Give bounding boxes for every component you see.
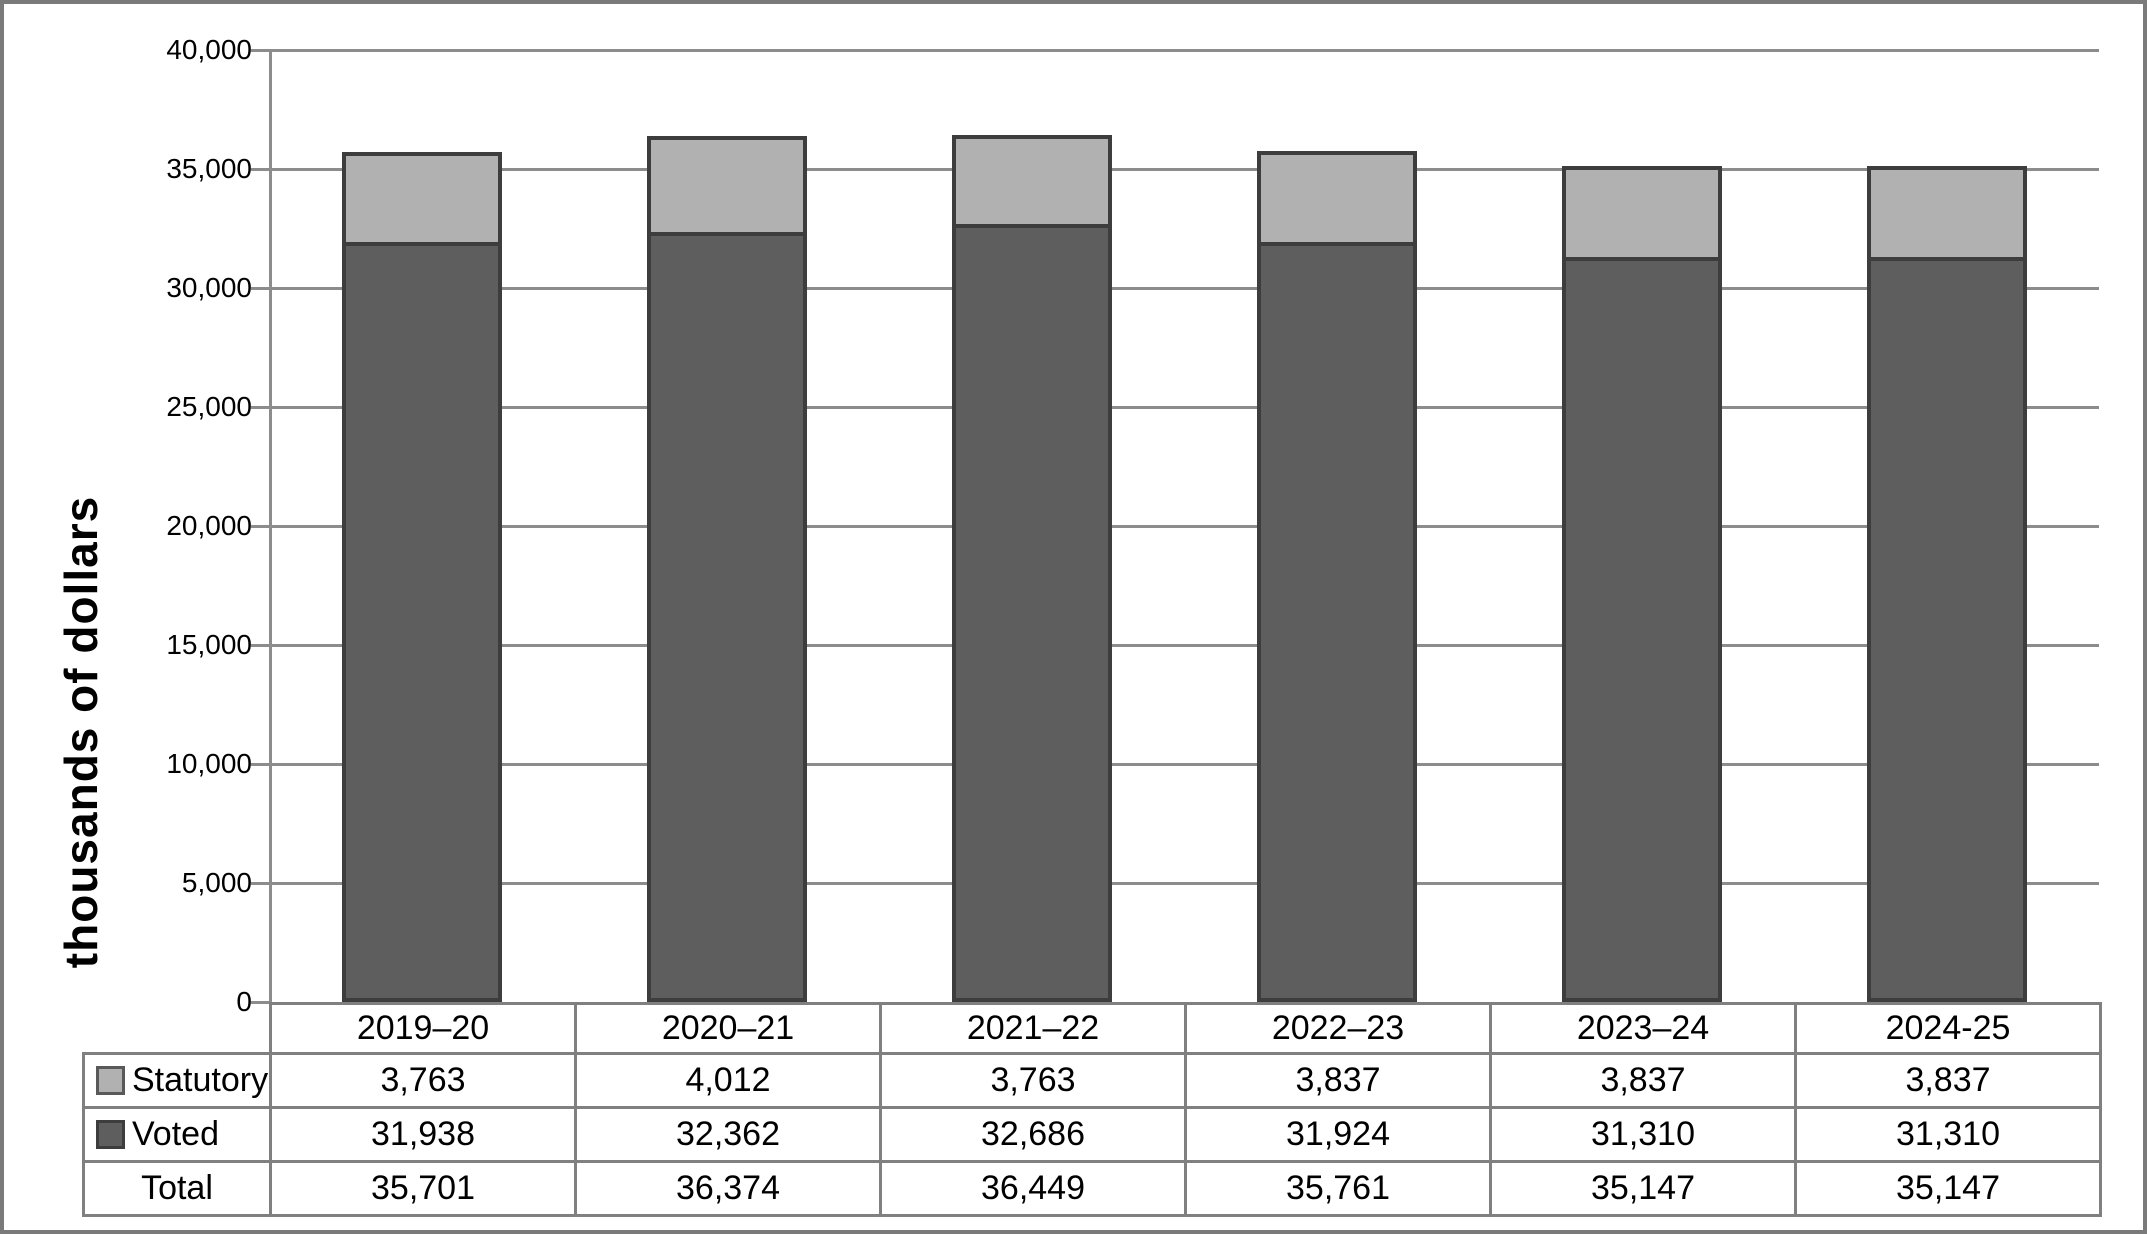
y-tick-label: 40,000 [166,34,252,65]
table-value-Statutory-2022–23: 3,837 [1184,1052,1492,1109]
table-value-Statutory-2021–22: 3,763 [879,1052,1187,1109]
bar-statutory-2022–23 [1256,150,1417,247]
legend-swatch-statutory [96,1066,125,1095]
y-axis-tick [251,882,269,885]
gridline-35000 [269,168,2099,171]
table-value-Total-2022–23: 35,761 [1184,1160,1492,1217]
table-value-Voted-2022–23: 31,924 [1184,1106,1492,1163]
table-value-Total-2019–20: 35,701 [269,1160,577,1217]
bar-voted-2020–21 [646,231,807,1002]
y-axis-tick [251,525,269,528]
row-label-text: Voted [132,1115,219,1153]
table-value-Voted-2019–20: 31,938 [269,1106,577,1163]
y-axis-tick [251,406,269,409]
row-label-Statutory: Statutory [82,1052,272,1109]
table-header-2021–22: 2021–22 [879,1002,1187,1055]
y-tick-label: 0 [236,986,252,1017]
table-header-2019–20: 2019–20 [269,1002,577,1055]
table-value-Total-2024-25: 35,147 [1794,1160,2102,1217]
gridline-40000 [269,49,2099,52]
y-axis-tick [251,49,269,52]
table-value-Statutory-2024-25: 3,837 [1794,1052,2102,1109]
y-tick-label: 20,000 [166,510,252,541]
y-tick-label: 25,000 [166,391,252,422]
gridline-30000 [269,287,2099,290]
bar-voted-2022–23 [1256,242,1417,1002]
table-header-2023–24: 2023–24 [1489,1002,1797,1055]
table-value-Statutory-2020–21: 4,012 [574,1052,882,1109]
y-axis-tick [251,1001,269,1004]
bar-voted-2023–24 [1561,256,1722,1002]
gridline-10000 [269,763,2099,766]
gridline-20000 [269,525,2099,528]
table-value-Voted-2020–21: 32,362 [574,1106,882,1163]
row-label-text: Total [141,1169,213,1207]
y-axis-tick [251,644,269,647]
y-axis-title: thousands of dollars [55,495,107,969]
bar-statutory-2023–24 [1561,165,1722,261]
row-label-text: Statutory [132,1061,269,1099]
bar-voted-2019–20 [341,241,502,1002]
bar-voted-2021–22 [951,224,1112,1002]
y-tick-label: 15,000 [166,629,252,660]
gridline-15000 [269,644,2099,647]
table-value-Statutory-2023–24: 3,837 [1489,1052,1797,1109]
bar-statutory-2019–20 [341,152,502,246]
table-value-Total-2020–21: 36,374 [574,1160,882,1217]
table-value-Statutory-2019–20: 3,763 [269,1052,577,1109]
bar-statutory-2020–21 [646,136,807,236]
bar-statutory-2024-25 [1866,165,2027,261]
table-value-Total-2021–22: 36,449 [879,1160,1187,1217]
gridline-25000 [269,406,2099,409]
y-tick-label: 5,000 [181,867,252,898]
y-tick-label: 30,000 [166,272,252,303]
row-label-Voted: Voted [82,1106,272,1163]
table-header-2022–23: 2022–23 [1184,1002,1492,1055]
table-value-Total-2023–24: 35,147 [1489,1160,1797,1217]
bar-statutory-2021–22 [951,134,1112,229]
y-axis-tick [251,287,269,290]
gridline-5000 [269,882,2099,885]
table-header-2024-25: 2024-25 [1794,1002,2102,1055]
legend-swatch-voted [96,1120,125,1149]
y-axis-line [269,50,272,1217]
y-tick-label: 35,000 [166,153,252,184]
y-axis-tick [251,168,269,171]
table-value-Voted-2023–24: 31,310 [1489,1106,1797,1163]
y-tick-label: 10,000 [166,748,252,779]
row-label-Total: Total [82,1160,272,1217]
table-value-Voted-2021–22: 32,686 [879,1106,1187,1163]
bar-voted-2024-25 [1866,256,2027,1002]
y-axis-tick [251,763,269,766]
table-header-2020–21: 2020–21 [574,1002,882,1055]
table-value-Voted-2024-25: 31,310 [1794,1106,2102,1163]
